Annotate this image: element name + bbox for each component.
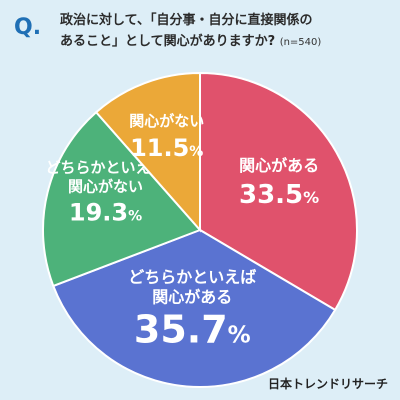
slice-label-2-line-2: 関心がある [152, 288, 232, 307]
sample-size: (n=540) [279, 37, 322, 48]
question-line-1: 政治に対して、「自分事・自分に直接関係の [60, 13, 313, 28]
slice-label-3-line-2: 関心がない [68, 178, 143, 196]
pie-slice-4 [94, 71, 201, 233]
slice-value-2: 35.7% [134, 308, 251, 352]
question-mark: Q. [14, 15, 42, 40]
slice-value-3: 19.3% [69, 199, 142, 227]
question-text: 政治に対して、「自分事・自分に直接関係の あること」として関心がありますか? (… [60, 10, 390, 53]
logo: 日本トレンドリサーチ [267, 377, 388, 391]
question-line-2: あること」として関心がありますか? (n=540) [60, 31, 390, 53]
pie-slice-2 [52, 228, 337, 388]
question-line-2-text: あること」として関心がありますか? [60, 34, 276, 49]
slice-label-4: 関心がない [129, 112, 204, 130]
pie-slice-3 [42, 110, 202, 288]
slice-label-1: 関心がある [239, 156, 319, 175]
slice-label-2-line-1: どちらかといえば [128, 268, 256, 287]
pie-slice-1 [199, 71, 358, 312]
slice-label-3-line-1: どちらかといえば [45, 159, 165, 177]
slice-value-1: 33.5% [239, 180, 319, 210]
slice-value-4: 11.5% [130, 134, 203, 162]
